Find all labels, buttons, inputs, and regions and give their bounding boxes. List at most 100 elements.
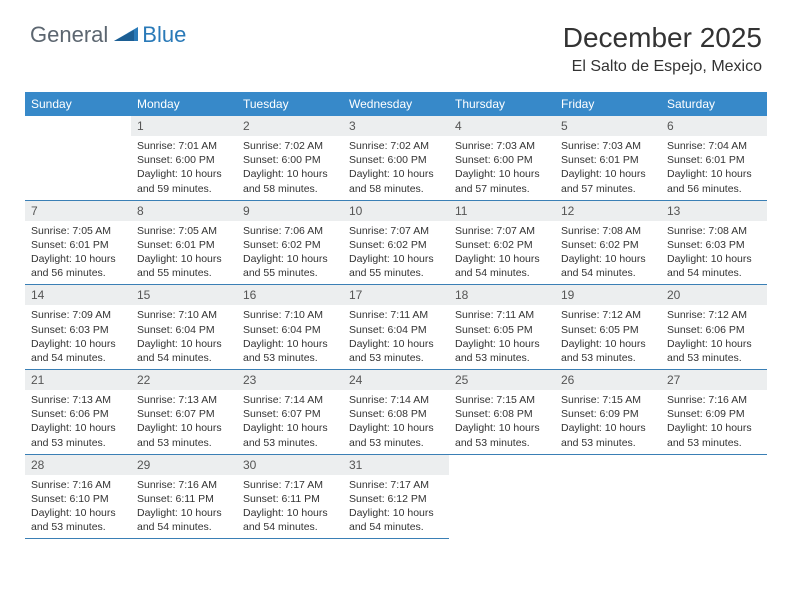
day-info: Sunrise: 7:10 AMSunset: 6:04 PMDaylight:… — [131, 305, 237, 369]
day-info: Sunrise: 7:16 AMSunset: 6:11 PMDaylight:… — [131, 475, 237, 539]
day-number: 23 — [237, 370, 343, 390]
sunset-text: Sunset: 6:02 PM — [243, 238, 337, 252]
daylight-text-1: Daylight: 10 hours — [349, 252, 443, 266]
daylight-text-2: and 54 minutes. — [137, 351, 231, 365]
sunrise-text: Sunrise: 7:04 AM — [667, 139, 761, 153]
daylight-text-2: and 53 minutes. — [31, 520, 125, 534]
weekday-header: Saturday — [661, 92, 767, 116]
day-number: 15 — [131, 285, 237, 305]
day-number: 12 — [555, 201, 661, 221]
daylight-text-1: Daylight: 10 hours — [243, 167, 337, 181]
calendar-cell: 9Sunrise: 7:06 AMSunset: 6:02 PMDaylight… — [237, 200, 343, 285]
sunset-text: Sunset: 6:08 PM — [349, 407, 443, 421]
daylight-text-1: Daylight: 10 hours — [137, 337, 231, 351]
day-number: 8 — [131, 201, 237, 221]
calendar-cell: 24Sunrise: 7:14 AMSunset: 6:08 PMDayligh… — [343, 370, 449, 455]
calendar-cell — [449, 454, 555, 539]
day-info: Sunrise: 7:11 AMSunset: 6:04 PMDaylight:… — [343, 305, 449, 369]
day-number: 19 — [555, 285, 661, 305]
day-info: Sunrise: 7:11 AMSunset: 6:05 PMDaylight:… — [449, 305, 555, 369]
calendar-cell: 14Sunrise: 7:09 AMSunset: 6:03 PMDayligh… — [25, 285, 131, 370]
sunset-text: Sunset: 6:06 PM — [667, 323, 761, 337]
weekday-header: Tuesday — [237, 92, 343, 116]
sunrise-text: Sunrise: 7:15 AM — [455, 393, 549, 407]
daylight-text-2: and 54 minutes. — [561, 266, 655, 280]
daylight-text-1: Daylight: 10 hours — [349, 506, 443, 520]
calendar-cell: 12Sunrise: 7:08 AMSunset: 6:02 PMDayligh… — [555, 200, 661, 285]
day-number: 29 — [131, 455, 237, 475]
calendar-table: Sunday Monday Tuesday Wednesday Thursday… — [25, 92, 767, 539]
weekday-header: Thursday — [449, 92, 555, 116]
calendar-cell: 17Sunrise: 7:11 AMSunset: 6:04 PMDayligh… — [343, 285, 449, 370]
logo-triangle-icon — [114, 24, 140, 47]
sunset-text: Sunset: 6:11 PM — [243, 492, 337, 506]
day-number: 11 — [449, 201, 555, 221]
month-title: December 2025 — [563, 22, 762, 54]
sunset-text: Sunset: 6:06 PM — [31, 407, 125, 421]
logo: General Blue — [30, 22, 186, 48]
daylight-text-1: Daylight: 10 hours — [31, 421, 125, 435]
daylight-text-1: Daylight: 10 hours — [667, 421, 761, 435]
sunset-text: Sunset: 6:01 PM — [667, 153, 761, 167]
day-info: Sunrise: 7:04 AMSunset: 6:01 PMDaylight:… — [661, 136, 767, 200]
day-number: 10 — [343, 201, 449, 221]
sunrise-text: Sunrise: 7:11 AM — [455, 308, 549, 322]
sunset-text: Sunset: 6:00 PM — [243, 153, 337, 167]
calendar-row: 21Sunrise: 7:13 AMSunset: 6:06 PMDayligh… — [25, 370, 767, 455]
calendar-row: 7Sunrise: 7:05 AMSunset: 6:01 PMDaylight… — [25, 200, 767, 285]
sunset-text: Sunset: 6:02 PM — [455, 238, 549, 252]
logo-text-general: General — [30, 22, 108, 48]
day-number: 3 — [343, 116, 449, 136]
daylight-text-1: Daylight: 10 hours — [243, 337, 337, 351]
day-info: Sunrise: 7:08 AMSunset: 6:02 PMDaylight:… — [555, 221, 661, 285]
calendar-cell: 29Sunrise: 7:16 AMSunset: 6:11 PMDayligh… — [131, 454, 237, 539]
day-info: Sunrise: 7:02 AMSunset: 6:00 PMDaylight:… — [237, 136, 343, 200]
day-info: Sunrise: 7:12 AMSunset: 6:05 PMDaylight:… — [555, 305, 661, 369]
sunset-text: Sunset: 6:01 PM — [561, 153, 655, 167]
weekday-header: Wednesday — [343, 92, 449, 116]
day-info: Sunrise: 7:15 AMSunset: 6:09 PMDaylight:… — [555, 390, 661, 454]
day-number: 18 — [449, 285, 555, 305]
sunrise-text: Sunrise: 7:17 AM — [349, 478, 443, 492]
daylight-text-2: and 53 minutes. — [667, 436, 761, 450]
calendar-cell: 11Sunrise: 7:07 AMSunset: 6:02 PMDayligh… — [449, 200, 555, 285]
day-info: Sunrise: 7:14 AMSunset: 6:08 PMDaylight:… — [343, 390, 449, 454]
day-info: Sunrise: 7:03 AMSunset: 6:01 PMDaylight:… — [555, 136, 661, 200]
day-number: 28 — [25, 455, 131, 475]
daylight-text-1: Daylight: 10 hours — [243, 421, 337, 435]
day-number: 25 — [449, 370, 555, 390]
calendar-cell — [25, 116, 131, 200]
daylight-text-2: and 53 minutes. — [349, 351, 443, 365]
daylight-text-2: and 54 minutes. — [667, 266, 761, 280]
sunrise-text: Sunrise: 7:03 AM — [455, 139, 549, 153]
daylight-text-2: and 54 minutes. — [31, 351, 125, 365]
sunrise-text: Sunrise: 7:16 AM — [137, 478, 231, 492]
weekday-header-row: Sunday Monday Tuesday Wednesday Thursday… — [25, 92, 767, 116]
day-number: 4 — [449, 116, 555, 136]
day-info: Sunrise: 7:08 AMSunset: 6:03 PMDaylight:… — [661, 221, 767, 285]
daylight-text-1: Daylight: 10 hours — [137, 252, 231, 266]
day-number: 20 — [661, 285, 767, 305]
day-info: Sunrise: 7:13 AMSunset: 6:06 PMDaylight:… — [25, 390, 131, 454]
sunset-text: Sunset: 6:08 PM — [455, 407, 549, 421]
sunset-text: Sunset: 6:09 PM — [561, 407, 655, 421]
calendar-cell — [661, 454, 767, 539]
daylight-text-1: Daylight: 10 hours — [31, 252, 125, 266]
daylight-text-2: and 57 minutes. — [455, 182, 549, 196]
calendar-cell: 27Sunrise: 7:16 AMSunset: 6:09 PMDayligh… — [661, 370, 767, 455]
sunset-text: Sunset: 6:03 PM — [667, 238, 761, 252]
daylight-text-1: Daylight: 10 hours — [561, 252, 655, 266]
sunset-text: Sunset: 6:03 PM — [31, 323, 125, 337]
weekday-header: Monday — [131, 92, 237, 116]
day-number: 21 — [25, 370, 131, 390]
daylight-text-1: Daylight: 10 hours — [243, 506, 337, 520]
day-info: Sunrise: 7:06 AMSunset: 6:02 PMDaylight:… — [237, 221, 343, 285]
title-block: December 2025 El Salto de Espejo, Mexico — [563, 22, 762, 76]
sunset-text: Sunset: 6:00 PM — [137, 153, 231, 167]
sunrise-text: Sunrise: 7:13 AM — [31, 393, 125, 407]
daylight-text-2: and 54 minutes. — [137, 520, 231, 534]
calendar-cell: 7Sunrise: 7:05 AMSunset: 6:01 PMDaylight… — [25, 200, 131, 285]
daylight-text-2: and 53 minutes. — [137, 436, 231, 450]
daylight-text-1: Daylight: 10 hours — [455, 337, 549, 351]
day-info: Sunrise: 7:05 AMSunset: 6:01 PMDaylight:… — [25, 221, 131, 285]
